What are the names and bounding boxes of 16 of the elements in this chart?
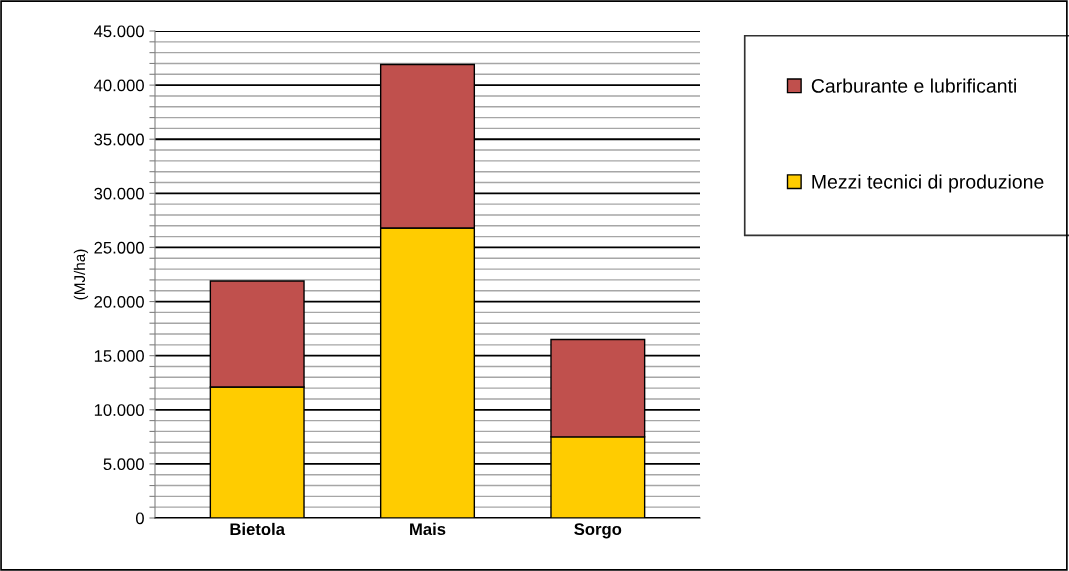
x-tick-label: Sorgo — [574, 523, 622, 539]
x-tick-label: Bietola — [230, 522, 286, 536]
y-axis-title: (MJ/ha) — [73, 249, 89, 300]
y-tick-label: 20.000 — [94, 295, 144, 308]
y-tick-label: 15.000 — [94, 350, 144, 362]
y-tick-label: 40.000 — [93, 79, 144, 92]
y-tick-label: 35.000 — [94, 133, 144, 146]
x-tick-label: Mais — [410, 522, 446, 536]
legend-label: Mezzi tecnici di produzione — [812, 174, 1044, 193]
y-tick-label: 10.000 — [94, 404, 144, 416]
y-tick-label: 25.000 — [94, 241, 144, 254]
y-tick-label: 0 — [135, 512, 144, 525]
legend-label: Carburante e lubrificanti — [811, 78, 1016, 93]
y-tick-label: 5.000 — [103, 458, 144, 471]
y-tick-label: 30.000 — [94, 187, 144, 200]
y-tick-label: 45.000 — [93, 25, 144, 38]
